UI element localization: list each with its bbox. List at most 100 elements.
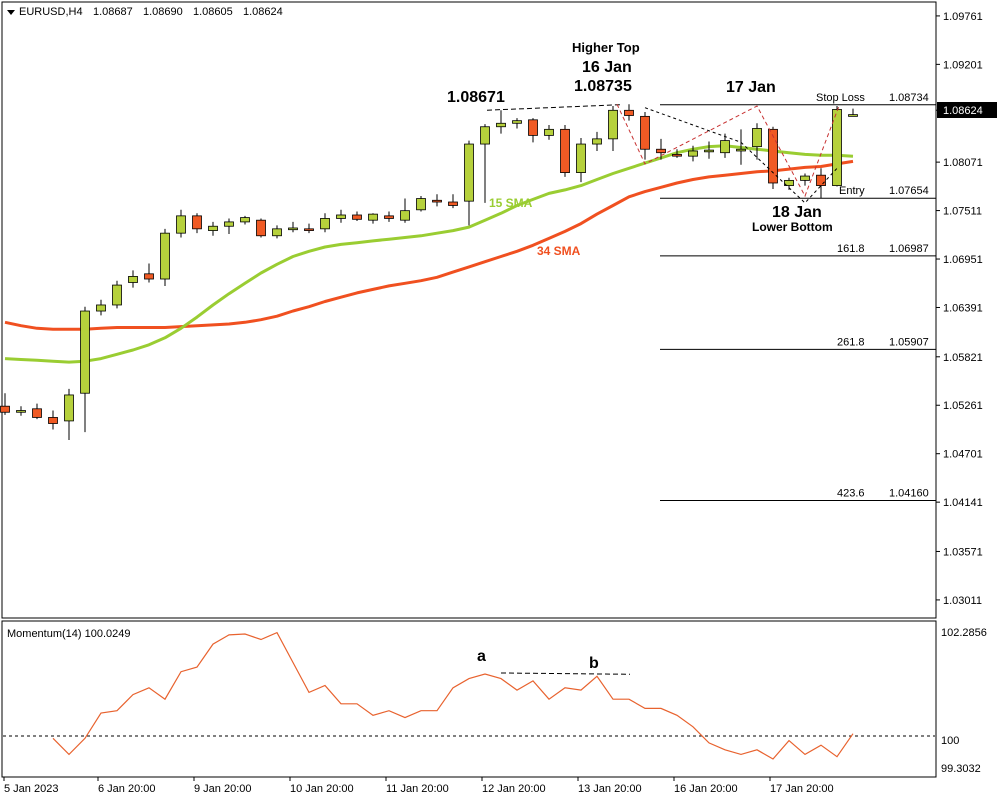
candle — [80, 306, 90, 433]
candle — [704, 141, 714, 159]
candle-body — [496, 122, 506, 128]
candle-body — [560, 128, 570, 173]
candle — [64, 388, 74, 440]
price-tick-label: 1.08071 — [943, 157, 983, 169]
level-name: 261.8 — [837, 336, 865, 348]
candle-body — [480, 126, 490, 145]
candle — [448, 194, 458, 209]
header-high: 1.08690 — [143, 6, 183, 18]
candle-body — [848, 114, 858, 117]
candle — [208, 221, 218, 236]
candle — [624, 104, 634, 121]
level-name: Entry — [839, 185, 865, 197]
candle — [512, 118, 522, 129]
candle-body — [64, 394, 74, 422]
candle-body — [816, 174, 826, 186]
indicator-pane-frame — [1, 620, 937, 778]
annotation-higher-top: Higher Top — [572, 40, 640, 55]
momentum-point-a: a — [477, 648, 486, 665]
time-tick-label: 12 Jan 20:00 — [482, 783, 546, 795]
level-value: 1.07654 — [889, 185, 929, 197]
candle-body — [640, 115, 650, 150]
price-tick-label: 1.07511 — [943, 206, 982, 218]
candle — [576, 137, 586, 183]
candle-body — [304, 228, 314, 231]
symbol-title: EURUSD,H4 — [19, 6, 83, 18]
candle — [288, 221, 298, 233]
level-value: 1.06987 — [889, 243, 929, 255]
sma15-label: 15 SMA — [489, 196, 533, 210]
candle-body — [352, 214, 362, 220]
candle-body — [608, 109, 618, 140]
candle-body — [400, 210, 410, 221]
candle — [48, 410, 58, 430]
time-tick-label: 10 Jan 20:00 — [290, 783, 354, 795]
sma15-line — [4, 144, 854, 364]
current-price-label: 1.08624 — [943, 105, 983, 117]
candle — [384, 211, 394, 222]
candle-body — [544, 128, 554, 136]
candle-body — [240, 217, 250, 223]
momentum-tick-100: 100 — [941, 735, 959, 747]
price-tick-label: 1.09201 — [943, 59, 983, 71]
dropdown-arrow-icon[interactable] — [7, 10, 15, 15]
header-low: 1.08605 — [193, 6, 233, 18]
candle-body — [512, 120, 522, 124]
candle — [112, 280, 122, 309]
pattern-zigzag-lower — [644, 107, 838, 204]
momentum-tick-bottom: 99.3032 — [941, 763, 981, 775]
price-tick-label: 1.03011 — [943, 595, 982, 607]
candle — [832, 105, 842, 187]
candle-body — [160, 232, 170, 280]
candle-body — [32, 408, 42, 418]
candle-body — [656, 148, 666, 154]
price-pane-frame — [1, 1, 937, 619]
candle-body — [624, 109, 634, 116]
candle — [128, 270, 138, 288]
level-name: 423.6 — [837, 488, 865, 500]
candle-body — [272, 228, 282, 237]
candle — [720, 133, 730, 158]
price-tick-label: 1.05821 — [943, 352, 983, 364]
candle-body — [528, 119, 538, 136]
annotation-18-jan: 18 Jan — [772, 204, 822, 221]
momentum-point-b: b — [589, 655, 599, 672]
momentum-divergence-line — [500, 672, 631, 675]
candle-body — [672, 154, 682, 157]
candle — [496, 110, 506, 134]
price-tick-label: 1.09761 — [943, 11, 983, 23]
candle — [432, 194, 442, 207]
candle-body — [176, 215, 186, 234]
time-tick-label: 16 Jan 20:00 — [674, 783, 738, 795]
candle — [608, 105, 618, 151]
candle-body — [16, 410, 26, 413]
candle — [336, 209, 346, 223]
candle-body — [704, 149, 714, 153]
price-levels: Stop Loss 1.08734 Entry 1.07654 161.8 1.06987… — [660, 92, 936, 502]
candle — [752, 123, 762, 160]
candle-body — [224, 221, 234, 227]
candle-body — [832, 109, 842, 186]
candle-body — [432, 199, 442, 203]
candle-body — [144, 273, 154, 280]
candle-body — [208, 225, 218, 231]
candle — [768, 126, 778, 190]
candles — [0, 104, 858, 440]
moving-averages — [4, 144, 854, 364]
candle — [368, 213, 378, 224]
candle — [800, 173, 810, 186]
momentum-series — [3, 631, 935, 760]
candle — [176, 209, 186, 238]
price-tick-label: 1.04701 — [943, 449, 983, 461]
candle-body — [0, 405, 10, 413]
candle — [816, 168, 826, 199]
header-close: 1.08624 — [243, 6, 283, 18]
candle — [640, 112, 650, 160]
candle-body — [688, 150, 698, 157]
time-tick-label: 9 Jan 20:00 — [194, 783, 252, 795]
sma34-line — [4, 159, 854, 331]
candle — [592, 131, 602, 151]
candle-body — [752, 128, 762, 148]
